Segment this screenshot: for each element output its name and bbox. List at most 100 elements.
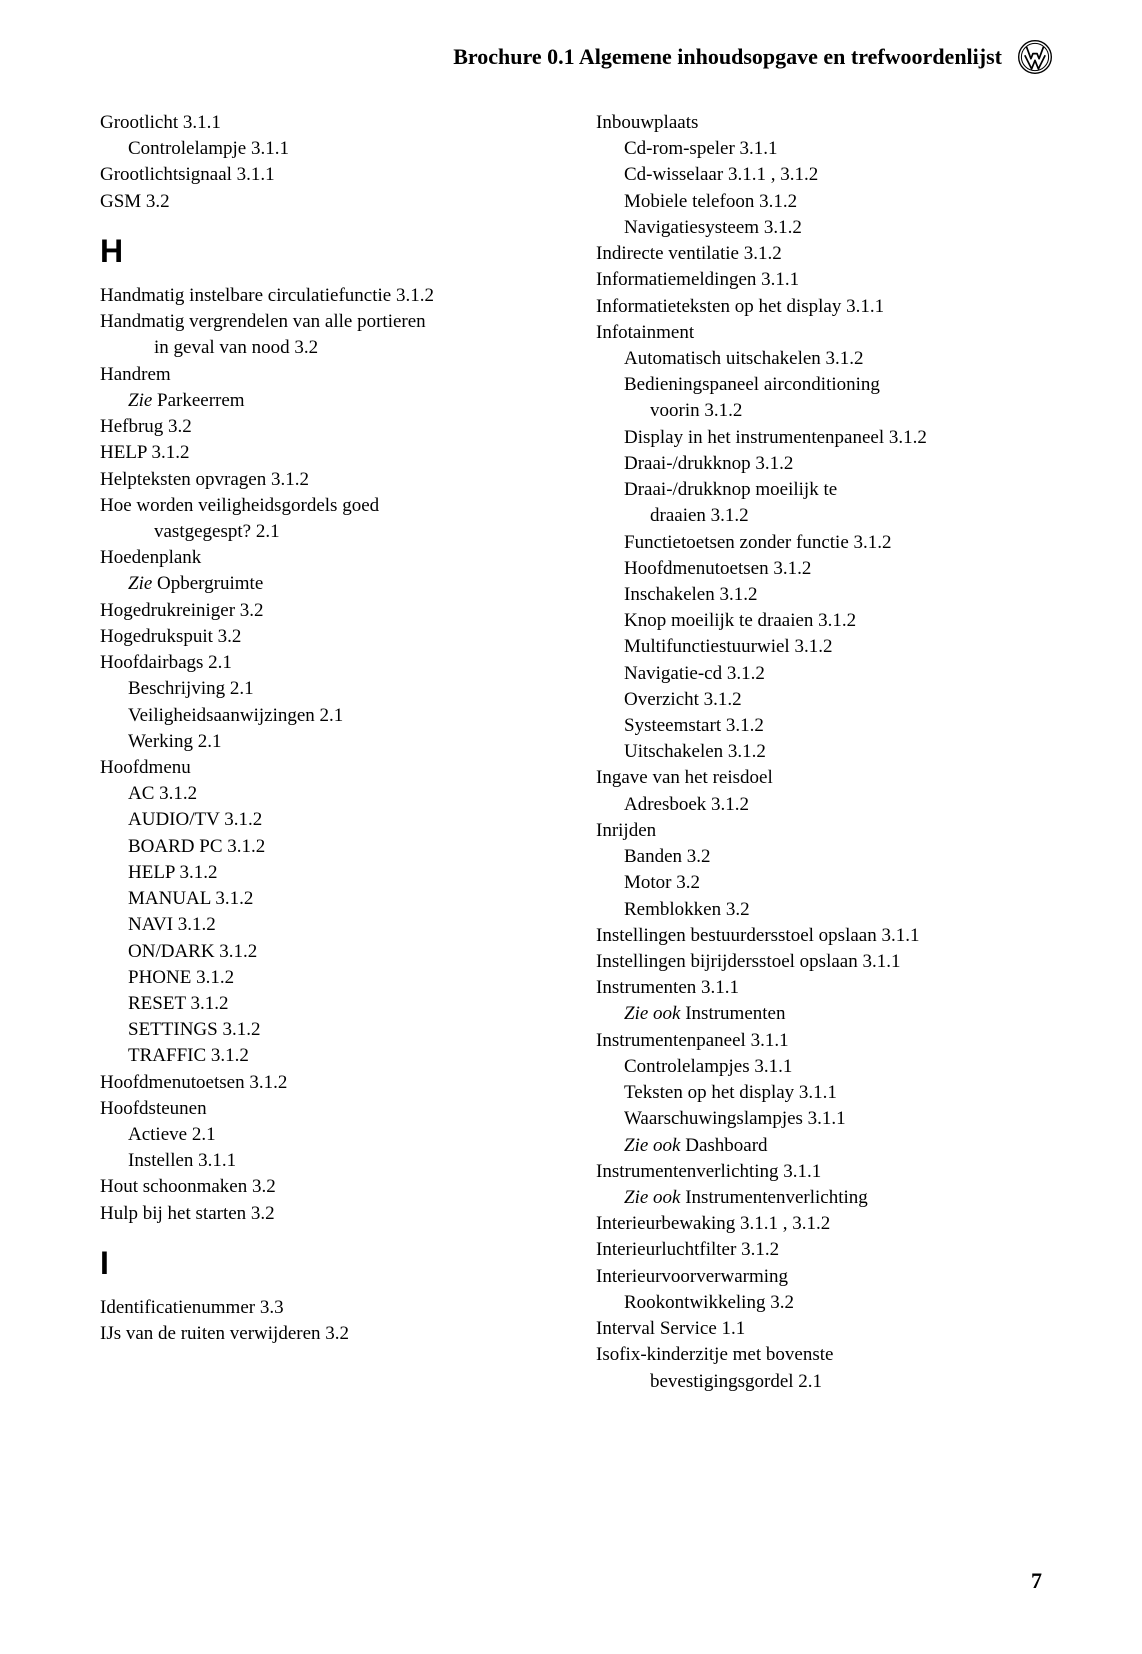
- index-entry: Hoofdmenutoetsen 3.1.2: [596, 556, 1052, 582]
- index-entry: Hoedenplank: [100, 545, 556, 571]
- index-entry: Zie Opbergruimte: [100, 571, 556, 597]
- index-entry: Handmatig vergrendelen van alle portiere…: [100, 309, 556, 335]
- index-entry: Bedieningspaneel airconditioning: [596, 372, 1052, 398]
- index-entry: Informatiemeldingen 3.1.1: [596, 267, 1052, 293]
- index-entry: Hogedrukspuit 3.2: [100, 624, 556, 650]
- index-entry: MANUAL 3.1.2: [100, 886, 556, 912]
- index-entry: Instrumentenpaneel 3.1.1: [596, 1028, 1052, 1054]
- index-entry: Zie ook Instrumentenverlichting: [596, 1185, 1052, 1211]
- index-entry: Zie Parkeerrem: [100, 388, 556, 414]
- index-entry: Zie ook Dashboard: [596, 1133, 1052, 1159]
- index-entry: Handrem: [100, 362, 556, 388]
- index-entry: Handmatig instelbare circulatiefunctie 3…: [100, 283, 556, 309]
- index-entry: Helpteksten opvragen 3.1.2: [100, 467, 556, 493]
- index-entry: Hoofdairbags 2.1: [100, 650, 556, 676]
- index-entry: Indirecte ventilatie 3.1.2: [596, 241, 1052, 267]
- index-entry: Hoofdsteunen: [100, 1096, 556, 1122]
- section-letter: H: [100, 229, 556, 273]
- index-entry: vastgegespt? 2.1: [100, 519, 556, 545]
- index-entry: Hefbrug 3.2: [100, 414, 556, 440]
- index-entry: Zie ook Instrumenten: [596, 1001, 1052, 1027]
- header-title: Brochure 0.1 Algemene inhoudsopgave en t…: [453, 44, 1002, 70]
- index-entry: Uitschakelen 3.1.2: [596, 739, 1052, 765]
- page-number: 7: [1031, 1568, 1042, 1594]
- index-entry: NAVI 3.1.2: [100, 912, 556, 938]
- index-entry: Navigatie-cd 3.1.2: [596, 661, 1052, 687]
- index-entry: Instellingen bestuurdersstoel opslaan 3.…: [596, 923, 1052, 949]
- cross-ref-prefix: Zie ook: [624, 1187, 685, 1208]
- index-entry: Adresboek 3.1.2: [596, 792, 1052, 818]
- index-entry: Hout schoonmaken 3.2: [100, 1174, 556, 1200]
- index-entry: Hulp bij het starten 3.2: [100, 1201, 556, 1227]
- index-entry: TRAFFIC 3.1.2: [100, 1043, 556, 1069]
- index-entry: Interieurbewaking 3.1.1 , 3.1.2: [596, 1211, 1052, 1237]
- index-entry: Werking 2.1: [100, 729, 556, 755]
- index-entry: Draai-/drukknop moeilijk te: [596, 477, 1052, 503]
- cross-ref-prefix: Zie: [128, 390, 157, 411]
- index-entry: Actieve 2.1: [100, 1122, 556, 1148]
- index-entry: SETTINGS 3.1.2: [100, 1017, 556, 1043]
- index-entry: bevestigingsgordel 2.1: [596, 1369, 1052, 1395]
- index-entry: Instellingen bijrijdersstoel opslaan 3.1…: [596, 949, 1052, 975]
- index-entry: HELP 3.1.2: [100, 860, 556, 886]
- index-entry: Interieurluchtfilter 3.1.2: [596, 1237, 1052, 1263]
- section-letter: I: [100, 1241, 556, 1285]
- index-entry: AC 3.1.2: [100, 781, 556, 807]
- index-entry: Isofix-kinderzitje met bovenste: [596, 1342, 1052, 1368]
- index-entry: HELP 3.1.2: [100, 440, 556, 466]
- index-entry: Inbouwplaats: [596, 110, 1052, 136]
- index-entry: Grootlichtsignaal 3.1.1: [100, 162, 556, 188]
- index-entry: Controlelampjes 3.1.1: [596, 1054, 1052, 1080]
- index-entry: Hogedrukreiniger 3.2: [100, 598, 556, 624]
- index-entry: Overzicht 3.1.2: [596, 687, 1052, 713]
- index-entry-text: Parkeerrem: [157, 390, 245, 411]
- index-entry-text: Instrumenten: [685, 1003, 785, 1024]
- index-entry: Identificatienummer 3.3: [100, 1295, 556, 1321]
- index-entry: Draai-/drukknop 3.1.2: [596, 451, 1052, 477]
- index-entry: Instrumentenverlichting 3.1.1: [596, 1159, 1052, 1185]
- cross-ref-prefix: Zie ook: [624, 1135, 685, 1156]
- index-entry: ON/DARK 3.1.2: [100, 939, 556, 965]
- index-entry: Functietoetsen zonder functie 3.1.2: [596, 530, 1052, 556]
- index-entry: Cd-wisselaar 3.1.1 , 3.1.2: [596, 162, 1052, 188]
- vw-logo-icon: [1018, 40, 1052, 74]
- index-entry: Informatieteksten op het display 3.1.1: [596, 294, 1052, 320]
- index-entry: RESET 3.1.2: [100, 991, 556, 1017]
- index-entry: Mobiele telefoon 3.1.2: [596, 189, 1052, 215]
- index-entry: Motor 3.2: [596, 870, 1052, 896]
- index-entry: in geval van nood 3.2: [100, 335, 556, 361]
- index-entry: voorin 3.1.2: [596, 398, 1052, 424]
- index-entry: Veiligheidsaanwijzingen 2.1: [100, 703, 556, 729]
- index-entry: Hoe worden veiligheidsgordels goed: [100, 493, 556, 519]
- index-entry: AUDIO/TV 3.1.2: [100, 807, 556, 833]
- right-column: InbouwplaatsCd-rom-speler 3.1.1Cd-wissel…: [596, 110, 1052, 1395]
- index-entry-text: Dashboard: [685, 1135, 767, 1156]
- index-entry: GSM 3.2: [100, 189, 556, 215]
- index-entry-text: Instrumentenverlichting: [685, 1187, 868, 1208]
- document-page: Brochure 0.1 Algemene inhoudsopgave en t…: [0, 0, 1142, 1435]
- index-entry: Controlelampje 3.1.1: [100, 136, 556, 162]
- index-entry: Interval Service 1.1: [596, 1316, 1052, 1342]
- page-header: Brochure 0.1 Algemene inhoudsopgave en t…: [100, 40, 1052, 74]
- index-entry: Instellen 3.1.1: [100, 1148, 556, 1174]
- index-entry: Interieurvoorverwarming: [596, 1264, 1052, 1290]
- index-entry: Grootlicht 3.1.1: [100, 110, 556, 136]
- index-entry: Rookontwikkeling 3.2: [596, 1290, 1052, 1316]
- index-entry: Display in het instrumentenpaneel 3.1.2: [596, 425, 1052, 451]
- index-entry: Hoofdmenutoetsen 3.1.2: [100, 1070, 556, 1096]
- index-entry: Systeemstart 3.1.2: [596, 713, 1052, 739]
- index-entry: IJs van de ruiten verwijderen 3.2: [100, 1321, 556, 1347]
- index-entry: Teksten op het display 3.1.1: [596, 1080, 1052, 1106]
- index-entry: Infotainment: [596, 320, 1052, 346]
- cross-ref-prefix: Zie: [128, 573, 157, 594]
- index-entry: draaien 3.1.2: [596, 503, 1052, 529]
- index-entry: Remblokken 3.2: [596, 897, 1052, 923]
- index-entry: Multifunctiestuurwiel 3.1.2: [596, 634, 1052, 660]
- index-entry-text: Opbergruimte: [157, 573, 263, 594]
- index-entry: BOARD PC 3.1.2: [100, 834, 556, 860]
- index-entry: Navigatiesysteem 3.1.2: [596, 215, 1052, 241]
- index-entry: Automatisch uitschakelen 3.1.2: [596, 346, 1052, 372]
- index-entry: Beschrijving 2.1: [100, 676, 556, 702]
- index-entry: PHONE 3.1.2: [100, 965, 556, 991]
- index-entry: Waarschuwingslampjes 3.1.1: [596, 1106, 1052, 1132]
